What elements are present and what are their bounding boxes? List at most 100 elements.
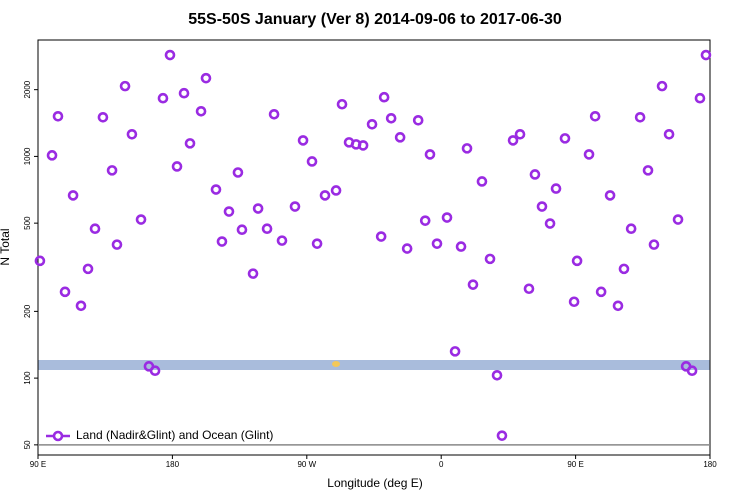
data-point	[297, 135, 309, 146]
data-point	[583, 149, 595, 160]
data-point	[455, 241, 467, 252]
land-band	[38, 360, 710, 370]
data-point	[111, 239, 123, 250]
data-point	[59, 286, 71, 298]
data-point	[672, 214, 684, 225]
data-point	[385, 112, 397, 124]
data-point	[568, 296, 580, 308]
data-point	[536, 201, 548, 212]
chart-title: 55S-50S January (Ver 8) 2014-09-06 to 20…	[188, 11, 562, 28]
data-point	[268, 108, 280, 120]
data-point	[507, 135, 519, 146]
data-point	[571, 255, 583, 267]
data-point	[357, 140, 369, 151]
data-point	[236, 224, 248, 236]
x-tick-label: 180	[703, 460, 717, 469]
data-point	[223, 206, 235, 217]
data-point	[595, 286, 607, 298]
plot-frame	[37, 39, 711, 456]
data-point	[46, 150, 58, 161]
data-point	[195, 105, 207, 117]
y-tick-label: 1000	[23, 147, 32, 165]
data-point	[126, 129, 138, 140]
data-point	[311, 238, 323, 249]
data-point	[336, 98, 348, 110]
data-point	[261, 223, 273, 234]
legend-label: Land (Nadir&Glint) and Ocean (Glint)	[76, 428, 273, 442]
data-point	[642, 165, 654, 176]
data-point	[496, 430, 508, 441]
x-tick-label: 180	[166, 460, 180, 469]
data-point	[550, 183, 562, 194]
y-tick-label: 2000	[23, 80, 32, 98]
y-tick-label: 100	[23, 371, 32, 385]
data-point	[559, 133, 571, 144]
data-point	[694, 92, 706, 104]
y-tick-label: 50	[23, 440, 32, 449]
data-point	[544, 218, 556, 229]
data-point	[306, 156, 318, 167]
data-point	[289, 201, 301, 212]
data-point	[514, 129, 526, 140]
x-tick-label: 90 W	[297, 460, 316, 469]
data-point	[441, 212, 453, 223]
data-point	[378, 91, 390, 103]
data-point	[135, 214, 147, 225]
x-axis-label: Longitude (deg E)	[327, 476, 422, 490]
data-point	[252, 203, 264, 214]
data-point	[686, 365, 698, 377]
data-point	[276, 235, 288, 246]
data-point	[656, 80, 668, 92]
x-tick-label: 0	[439, 460, 444, 469]
y-axis-label: N Total	[0, 228, 12, 265]
data-point	[119, 80, 131, 92]
data-point	[330, 185, 342, 196]
data-point	[52, 110, 64, 122]
data-point	[164, 49, 176, 61]
data-point	[461, 143, 473, 154]
data-point	[523, 283, 535, 295]
data-point	[612, 300, 624, 312]
data-point	[366, 118, 378, 130]
data-point	[604, 190, 616, 201]
data-point	[97, 112, 109, 123]
x-tick-label: 90 E	[30, 460, 46, 469]
data-point	[394, 132, 406, 143]
data-point	[67, 190, 79, 201]
data-point	[529, 169, 541, 180]
data-point	[467, 279, 479, 290]
data-point	[419, 215, 431, 226]
data-point	[618, 263, 630, 275]
data-point	[484, 253, 496, 265]
data-point	[476, 176, 488, 187]
data-point	[431, 238, 443, 249]
y-tick-label: 500	[23, 216, 32, 230]
data-point	[200, 72, 212, 84]
data-point	[375, 231, 387, 242]
data-point	[625, 223, 637, 234]
data-point	[82, 263, 94, 275]
data-point	[149, 365, 161, 377]
legend-marker	[52, 430, 64, 442]
data-point	[157, 92, 169, 104]
data-point	[171, 161, 183, 172]
data-point	[700, 49, 712, 61]
data-point	[232, 167, 244, 178]
data-point	[648, 239, 660, 250]
y-tick-label: 200	[23, 304, 32, 318]
data-point	[589, 110, 601, 122]
data-point	[106, 165, 118, 176]
data-point	[184, 138, 196, 149]
data-point	[412, 114, 424, 126]
data-point	[34, 255, 46, 267]
data-point	[319, 190, 331, 201]
data-point	[89, 223, 101, 234]
data-point	[663, 129, 675, 140]
data-point	[424, 149, 436, 160]
data-point	[449, 346, 461, 357]
data-point	[634, 112, 646, 123]
x-tick-label: 90 E	[567, 460, 583, 469]
data-point	[75, 300, 87, 312]
land-speck	[332, 361, 340, 367]
